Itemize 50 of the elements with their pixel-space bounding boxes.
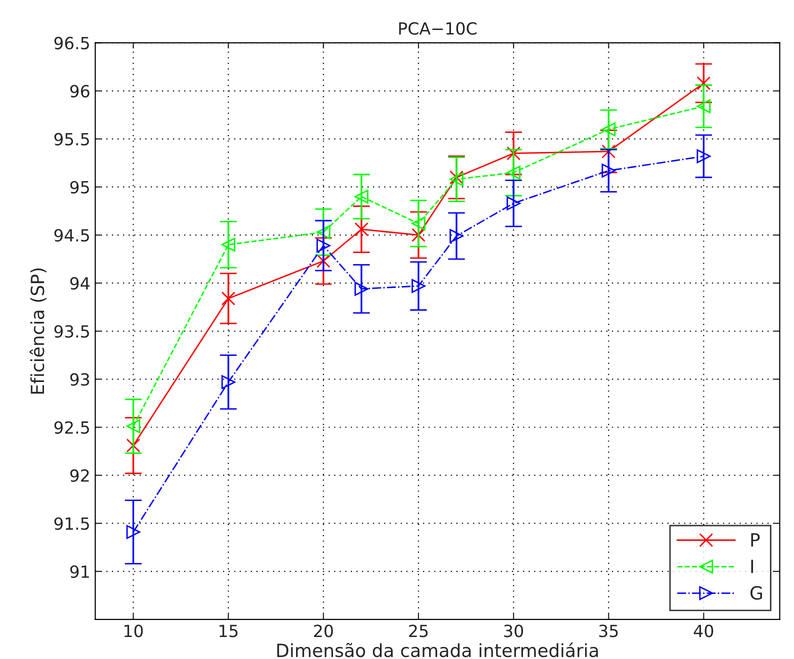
legend-label: G xyxy=(750,586,762,600)
y-tick-label: 96 xyxy=(70,84,90,98)
y-tick-label: 94 xyxy=(70,277,90,290)
point xyxy=(126,438,140,452)
x-tick-label: 25 xyxy=(409,624,428,638)
y-tick-label: 95.5 xyxy=(54,132,89,146)
point xyxy=(696,99,711,114)
point xyxy=(354,222,368,236)
point xyxy=(602,144,616,158)
x-tick-label: 35 xyxy=(599,624,618,638)
point xyxy=(602,122,616,136)
x-tick-label: 20 xyxy=(314,624,333,638)
y-tick-label: 93.5 xyxy=(54,325,89,338)
x-axis-title: Dimensão da camada intermediária xyxy=(277,642,598,658)
point xyxy=(221,375,236,390)
y-tick-label: 95 xyxy=(70,180,89,194)
y-tick-label: 94.5 xyxy=(54,229,89,242)
point xyxy=(126,525,140,539)
point xyxy=(602,164,616,178)
point xyxy=(126,419,140,434)
x-tick-label: 15 xyxy=(220,624,238,638)
point xyxy=(354,190,368,204)
point xyxy=(696,149,711,164)
point xyxy=(316,254,330,268)
point xyxy=(412,279,426,293)
chart-title: PCA−10C xyxy=(399,22,477,35)
point xyxy=(450,229,464,243)
point xyxy=(412,216,426,230)
x-tick-label: 40 xyxy=(694,624,714,638)
y-tick-label: 92.5 xyxy=(54,421,89,434)
point xyxy=(221,238,236,252)
point xyxy=(696,76,711,90)
point xyxy=(412,228,426,242)
legend-label: P xyxy=(751,533,760,546)
point xyxy=(316,238,330,253)
point xyxy=(506,166,520,180)
y-tick-label: 91.5 xyxy=(54,517,89,530)
y-tick-label: 91 xyxy=(70,565,89,578)
y-tick-label: 93 xyxy=(70,373,90,386)
legend-label: I xyxy=(751,560,754,573)
point xyxy=(354,282,368,296)
x-tick-label: 10 xyxy=(124,624,143,638)
y-tick-label: 92 xyxy=(70,469,89,482)
point xyxy=(506,146,520,160)
y-tick-label: 96.5 xyxy=(54,36,89,50)
point xyxy=(316,225,330,240)
x-tick-label: 30 xyxy=(504,624,524,638)
y-axis-title: Eficiência (SP) xyxy=(30,268,46,394)
point xyxy=(221,292,236,306)
point xyxy=(506,196,520,210)
